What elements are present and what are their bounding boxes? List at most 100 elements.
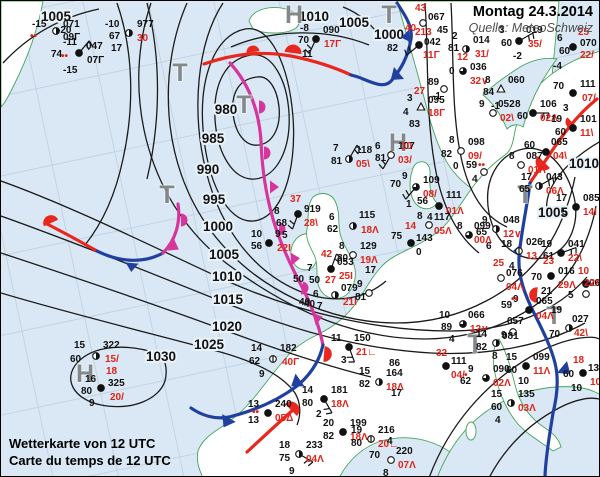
station-value: 70 [298, 35, 310, 46]
station-plot: 20 82 199 18Λ [323, 418, 368, 443]
station-value: 67 [109, 31, 121, 42]
station-value: -11 [63, 37, 77, 48]
station-value: 014 [473, 35, 490, 46]
station-value: 9 [482, 215, 488, 226]
warm-front-east [528, 97, 599, 185]
station-value: 02Λ [540, 113, 558, 124]
station-value: 82 [441, 149, 453, 160]
station-value: 02Λ [493, 378, 511, 389]
station-plot: 15 60 322 15/ [70, 340, 120, 365]
station-value: 17 [556, 193, 568, 204]
station-value: 9 [357, 279, 363, 290]
station-value: • [464, 370, 468, 381]
stray-annotation: •• [252, 407, 260, 418]
stray-annotation: 27 [414, 86, 426, 97]
station-value: 8 [274, 206, 280, 217]
stray-annotation: 10 [401, 141, 413, 152]
station-value: 8 [383, 468, 389, 477]
station-value: 05Λ [434, 226, 452, 237]
station-value: 081 [502, 331, 519, 342]
coastline-denmark [409, 161, 438, 210]
station-value: 15 [506, 352, 518, 363]
station-plot: 18 026 13 4 [501, 237, 543, 272]
station-value: 8 [509, 151, 515, 162]
station-value: 13 [526, 251, 538, 262]
station-plot: 965 048 12∨ 6 [476, 215, 521, 252]
warm-front-symbol [535, 156, 550, 171]
station-value: 04/ [451, 370, 465, 381]
cold-front-symbol [312, 312, 323, 326]
caption-line-de: Wetterkarte von 12 UTC [9, 436, 156, 452]
station-value: 052 [498, 99, 515, 110]
station-value: 27 [325, 275, 337, 286]
station-value: 079 [341, 283, 358, 294]
station-value: 65 [519, 184, 531, 195]
station-value: 139 [588, 363, 600, 374]
station-value: 060 [508, 75, 525, 86]
weather-fronts [43, 1, 599, 476]
station-value: 8 [339, 241, 345, 252]
occluded-front-main [228, 61, 325, 347]
station-plot: -870 090 17Γ 11 [298, 23, 341, 60]
station-value: 25 [578, 27, 590, 38]
pressure-centers: H T T T T H T H T T [75, 1, 563, 389]
station-value: 62 [249, 356, 261, 367]
isobar-label: 1010 [212, 269, 242, 284]
station-value: 0 [449, 66, 455, 77]
warm-front-portugal [245, 407, 296, 454]
station-value: 65 [476, 227, 488, 238]
station-value: 35/ [528, 39, 542, 50]
station-value: 40Γ [282, 357, 299, 368]
stray-annotation: 40 [304, 299, 316, 310]
station-plot: 281 014 31/ [448, 31, 490, 60]
cold-front-symbol [390, 67, 405, 80]
isobar-label: 980 [215, 102, 238, 117]
mediterranean-east [437, 386, 599, 476]
isobar-line [84, 2, 132, 246]
station-value: 2 [316, 409, 322, 420]
station-value: 220 [396, 446, 413, 457]
station-value: 4 [509, 261, 515, 272]
station-value: 81 [448, 43, 460, 54]
map-caption: Wetterkarte von 12 UTC Carte du temps de… [9, 436, 171, 470]
station-plot: 3 60 019 35/ -2 [499, 25, 543, 62]
station-value: 59 [501, 300, 513, 311]
station-value: 977 [137, 19, 154, 30]
station-value: 60 [501, 38, 513, 49]
station-value: 60 [563, 369, 575, 380]
station-value: 17 [111, 43, 123, 54]
station-value: 18Λ [386, 382, 404, 393]
station-value: 076 [506, 268, 523, 279]
station-value: 00Λ [474, 235, 492, 246]
station-value: 82 [387, 43, 399, 54]
station-value: 9 [479, 99, 485, 110]
station-value: 919 [304, 204, 321, 215]
station-value: 11Λ [533, 366, 551, 377]
isobar-label: 990 [197, 162, 220, 177]
station-value: 80 [351, 438, 363, 449]
station-value: 60 [517, 111, 529, 122]
station-value: •• [30, 31, 38, 42]
station-value: 13 [248, 399, 260, 410]
station-value: 216 [378, 425, 395, 436]
coastline-iceland [248, 7, 300, 34]
station-value: 03Λ [518, 403, 536, 414]
station-value: 087 [526, 151, 543, 162]
station-value: 12∨ [503, 229, 521, 240]
station-value: 3 [499, 25, 505, 36]
station-value: 86 [389, 358, 401, 369]
cold-front-iberia [189, 343, 325, 420]
station-plot: 15 60 135 03Λ 4 [491, 389, 536, 426]
station-value: 81 [355, 292, 367, 303]
station-value: 7 [333, 143, 339, 154]
station-plot: 9 052 02\ [479, 99, 515, 124]
station-value: 60 [70, 354, 82, 365]
station-value: 9 [289, 466, 295, 477]
station-value: 047 [86, 41, 103, 52]
